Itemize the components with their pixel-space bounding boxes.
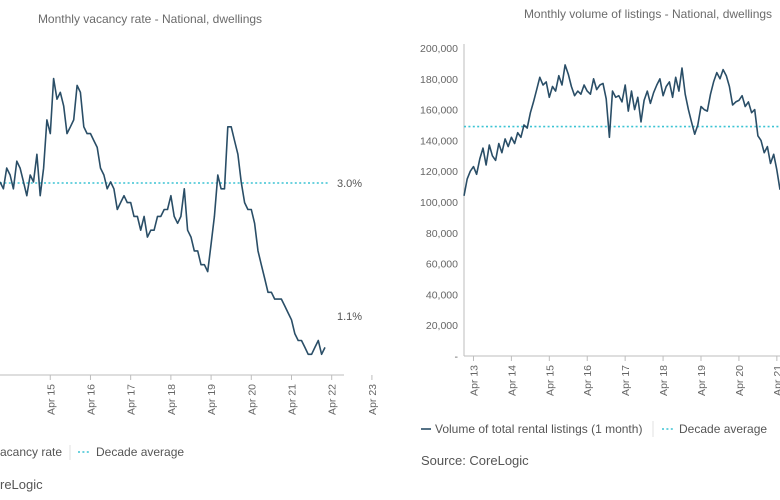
listings-x-tick-label: Apr 17 [620, 365, 632, 396]
listings-x-tick-label: Apr 19 [696, 365, 708, 396]
listings-y-tick-label: 200,000 [420, 43, 458, 55]
listings-y-tick-label: 160,000 [420, 105, 458, 117]
listings-y-tick-label: 20,000 [426, 320, 458, 332]
vacancy-x-ticks: Apr 15 Apr 16 Apr 17 Apr 18 Apr 19 Apr 20 Apr … [45, 375, 379, 415]
listings-x-tick-label: Apr 14 [506, 365, 518, 396]
vacancy-legend-average-label: Decade average [96, 445, 184, 459]
listings-volume-series-line [463, 64, 780, 196]
vacancy-x-tick-label: Apr 15 [45, 384, 57, 415]
listings-y-tick-label: - [455, 351, 459, 363]
listings-y-tick-label: 180,000 [420, 74, 458, 86]
vacancy-latest-label: 1.1% [337, 311, 362, 323]
vacancy-average-label: 3.0% [337, 178, 362, 190]
listings-x-tick-label: Apr 21 [772, 365, 780, 396]
listings-y-tick-label: 120,000 [420, 166, 458, 178]
vacancy-x-tick-label: Apr 20 [246, 384, 258, 415]
vacancy-source-note: reLogic [0, 477, 43, 492]
vacancy-chart-title: Monthly vacancy rate - National, dwellin… [38, 12, 262, 26]
listings-x-tick-label: Apr 18 [658, 365, 670, 396]
vacancy-x-tick-label: Apr 19 [206, 384, 218, 415]
listings-x-tick-label: Apr 20 [734, 365, 746, 396]
listings-x-tick-label: Apr 13 [468, 365, 480, 396]
listings-y-tick-label: 80,000 [426, 228, 458, 240]
listings-chart-title: Monthly volume of listings - National, d… [524, 7, 772, 21]
listings-y-tick-label: 100,000 [420, 197, 458, 209]
listings-x-ticks: Apr 13 Apr 14 Apr 15 Apr 16 Apr 17 Apr 18 Apr … [468, 356, 780, 396]
listings-volume-chart: Monthly volume of listings - National, d… [420, 7, 780, 468]
vacancy-x-tick-label: Apr 18 [166, 384, 178, 415]
listings-legend-series-label: Volume of total rental listings (1 month… [435, 422, 642, 436]
vacancy-x-tick-label: Apr 21 [286, 384, 298, 415]
listings-y-ticks: - 20,000 40,000 60,000 80,000 100,000 120,000 1… [420, 43, 458, 363]
listings-y-tick-label: 60,000 [426, 259, 458, 271]
listings-source-note: Source: CoreLogic [421, 453, 529, 468]
listings-legend-average-label: Decade average [679, 422, 767, 436]
vacancy-x-tick-label: Apr 23 [367, 384, 379, 415]
vacancy-x-tick-label: Apr 17 [126, 384, 138, 415]
listings-y-tick-label: 140,000 [420, 135, 458, 147]
vacancy-x-tick-label: Apr 22 [327, 384, 339, 415]
vacancy-rate-series-line [0, 77, 326, 356]
listings-x-tick-label: Apr 16 [582, 365, 594, 396]
listings-y-tick-label: 40,000 [426, 289, 458, 301]
listings-x-tick-label: Apr 15 [544, 365, 556, 396]
vacancy-legend-series-label: acancy rate [0, 445, 62, 459]
vacancy-rate-chart: Monthly vacancy rate - National, dwellin… [0, 12, 379, 492]
vacancy-x-tick-label: Apr 16 [85, 384, 97, 415]
